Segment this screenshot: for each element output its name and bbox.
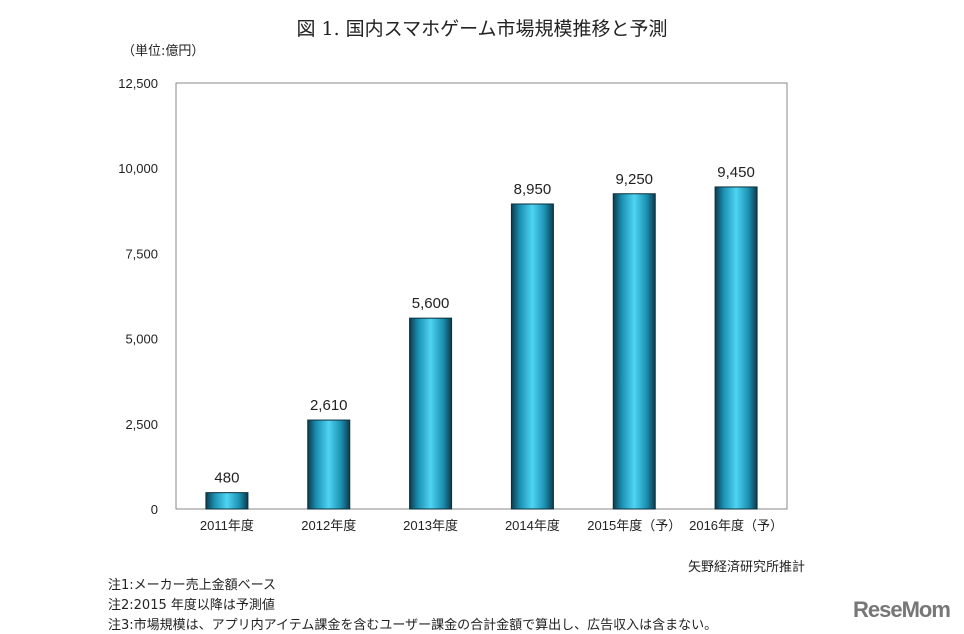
data-label: 480 (214, 470, 239, 487)
plot-area (175, 82, 788, 510)
y-tick-label: 0 (151, 502, 158, 517)
data-label: 5,600 (412, 295, 450, 312)
x-tick-label: 2014年度 (505, 518, 560, 533)
bar (510, 203, 554, 510)
x-tick-label: 2013年度 (403, 518, 458, 533)
y-tick-label: 10,000 (118, 161, 158, 176)
data-label: 2,610 (310, 397, 348, 414)
y-axis-unit-label: （単位:億円） (122, 44, 205, 59)
resemom-logo: ReseMom (853, 597, 951, 622)
data-label: 8,950 (514, 181, 552, 198)
x-tick-label: 2012年度 (301, 518, 356, 533)
bar (307, 419, 351, 510)
footnote-2: 注2:2015 年度以降は予測値 (108, 598, 275, 613)
y-tick-label: 5,000 (125, 332, 158, 347)
footnote-1: 注1:メーカー売上金額ベース (108, 578, 277, 593)
x-tick-label: 2011年度 (200, 518, 254, 533)
bar (612, 193, 656, 510)
data-label: 9,450 (717, 164, 755, 181)
data-label: 9,250 (615, 171, 653, 188)
chart-title: 図 1. 国内スマホゲーム市場規模推移と予測 (296, 18, 668, 40)
bar (409, 317, 453, 510)
y-tick-label: 2,500 (125, 417, 158, 432)
bar (714, 186, 758, 510)
y-tick-label: 7,500 (125, 246, 158, 261)
x-tick-label: 2016年度（予） (689, 518, 783, 533)
footnote-3: 注3:市場規模は、アプリ内アイテム課金を含むユーザー課金の合計金額で算出し、広告… (108, 618, 718, 633)
bar (205, 492, 249, 510)
y-tick-label: 12,500 (118, 76, 158, 91)
x-tick-label: 2015年度（予） (587, 518, 681, 533)
source-note: 矢野経済研究所推計 (688, 560, 806, 575)
